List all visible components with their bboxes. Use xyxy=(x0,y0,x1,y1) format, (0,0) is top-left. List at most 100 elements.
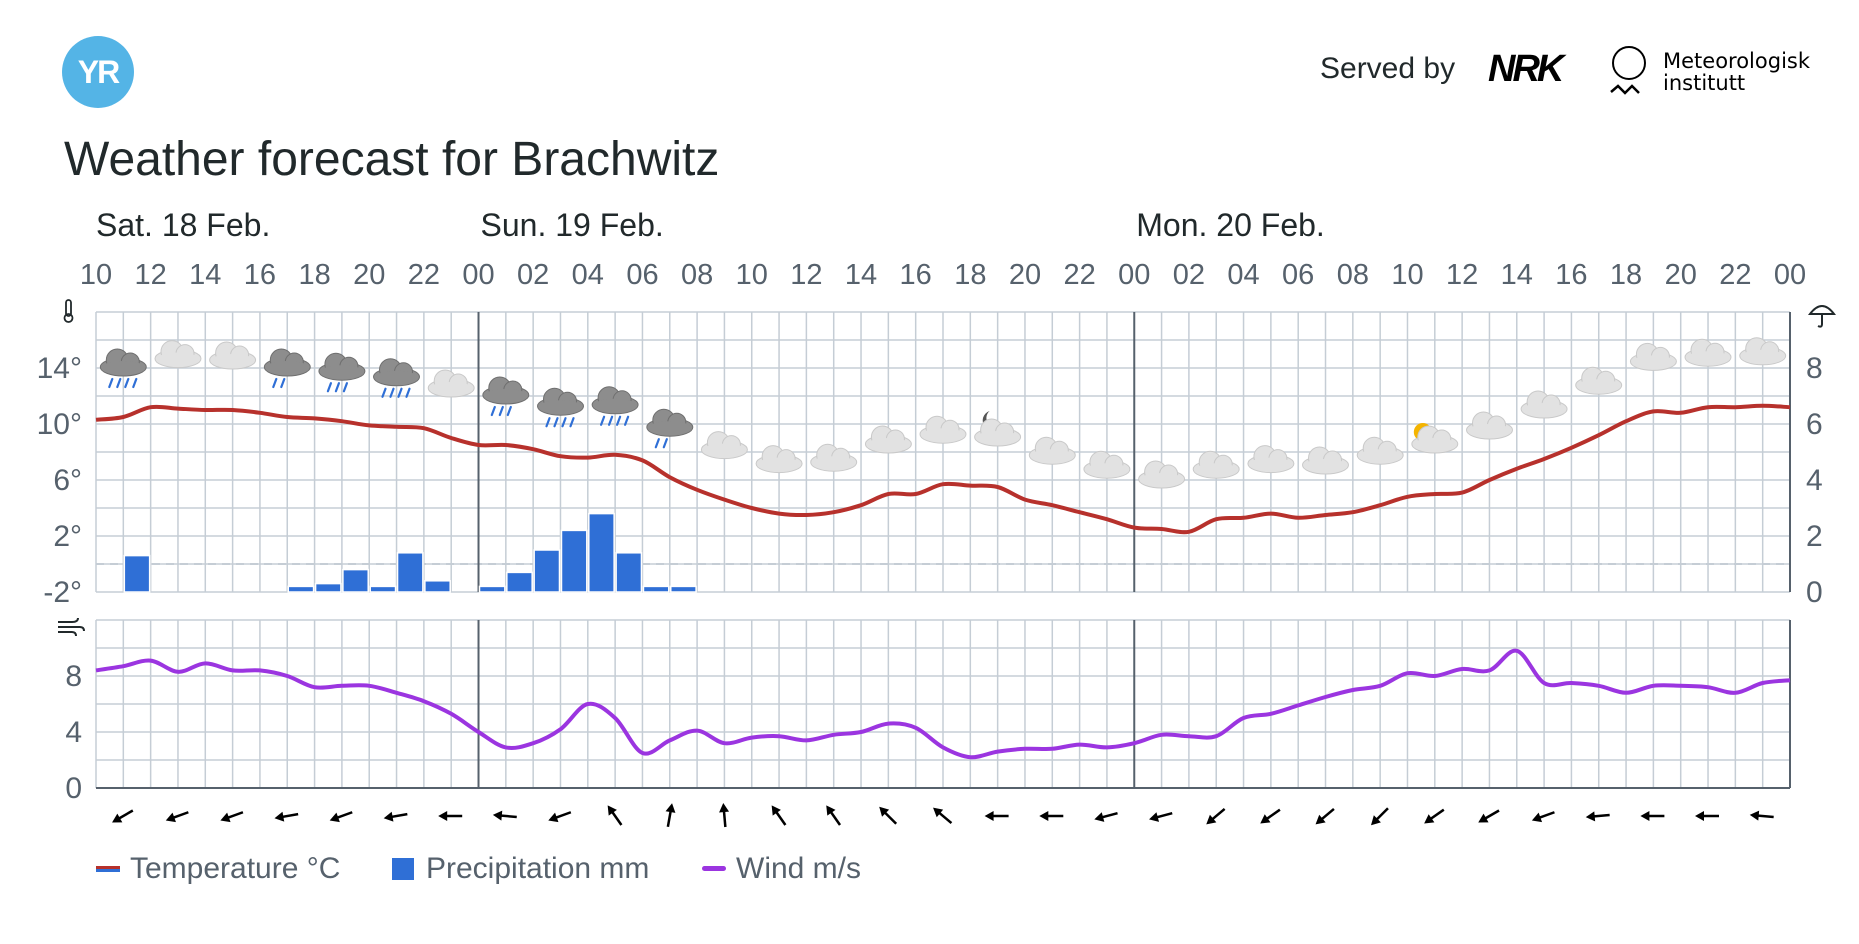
precipitation-bar xyxy=(396,552,424,593)
wind-direction-arrow xyxy=(1640,811,1665,821)
cloud-fill xyxy=(156,352,200,367)
precipitation-bar xyxy=(642,585,670,593)
legend-wind-label: Wind m/s xyxy=(736,852,862,885)
arrow-head xyxy=(438,811,448,821)
hour-tick-label: 16 xyxy=(900,259,932,291)
arrow-head xyxy=(1371,815,1381,826)
hour-tick-label: 18 xyxy=(298,259,330,291)
wind-direction-arrow xyxy=(1424,808,1445,824)
cloud-icon xyxy=(427,369,475,398)
hour-tick-label: 16 xyxy=(244,259,276,291)
light-rain-icon xyxy=(646,408,694,449)
rain-icon xyxy=(482,376,530,417)
hour-tick-label: 20 xyxy=(353,259,385,291)
precipitation-bar xyxy=(588,512,615,593)
hour-tick-label: 04 xyxy=(572,259,604,291)
cloud-fill xyxy=(921,428,965,443)
wind-direction-arrow xyxy=(492,810,517,821)
wind-direction-arrow xyxy=(1695,811,1719,821)
cloud-icon xyxy=(1138,460,1186,489)
precipitation-tick-label: 2 xyxy=(1806,520,1823,553)
yr-logo[interactable]: YR xyxy=(62,36,134,108)
cloud-icon xyxy=(755,445,803,474)
day-label: Mon. 20 Feb. xyxy=(1136,207,1325,243)
arrow-head xyxy=(1424,814,1435,824)
wind-direction-arrow xyxy=(826,805,842,826)
cloud-fill xyxy=(1084,463,1129,478)
rain-drop xyxy=(272,377,278,389)
arrow-head xyxy=(1206,814,1217,825)
cloud-fill xyxy=(811,456,856,471)
cloud-icon xyxy=(700,431,748,460)
cloud-fill xyxy=(1631,355,1676,370)
met-institute-circle-icon xyxy=(1612,46,1646,80)
temperature-tick-label: 6° xyxy=(53,464,82,497)
cloud-fill xyxy=(429,382,474,396)
wind-direction-arrow xyxy=(1260,808,1281,824)
cloud-fill xyxy=(1740,349,1785,364)
temperature-tick-label: 10° xyxy=(37,408,82,441)
arrow-head xyxy=(984,811,994,821)
rain-drop xyxy=(506,405,512,417)
hour-tick-label: 14 xyxy=(845,259,877,291)
met-institute-logo-text[interactable]: Meteorologisk institutt xyxy=(1663,50,1810,94)
cloud-icon xyxy=(209,341,257,370)
hour-tick-label: 10 xyxy=(736,259,768,291)
rain-drop xyxy=(607,415,614,426)
arrow-head xyxy=(879,806,890,817)
precipitation-bar xyxy=(670,585,697,593)
arrow-head xyxy=(933,807,944,818)
thermometer-bulb xyxy=(63,313,74,323)
cloud-fill xyxy=(1686,351,1730,366)
arrow-head xyxy=(112,813,123,823)
wind-direction-arrow xyxy=(1149,811,1173,822)
wind-direction-arrow xyxy=(329,811,353,823)
cloud-fill xyxy=(1412,438,1457,452)
cloud-fill xyxy=(866,438,911,452)
wind-direction-arrow xyxy=(719,803,730,828)
arrow-head xyxy=(1039,811,1049,821)
wind-icon xyxy=(58,617,85,637)
precipitation-bar xyxy=(560,529,588,593)
arrow-head xyxy=(1315,814,1326,825)
hour-tick-label: 14 xyxy=(189,259,221,291)
cloud-fill xyxy=(265,361,310,375)
precipitation-tick-label: 6 xyxy=(1806,408,1823,441)
precipitation-bar xyxy=(314,582,342,593)
arrow-head xyxy=(1695,811,1704,821)
precipitation-bar xyxy=(478,585,506,593)
hour-tick-label: 08 xyxy=(1337,259,1369,291)
rain-drop xyxy=(553,417,559,428)
heavy-rain-icon xyxy=(99,348,147,389)
nrk-logo[interactable]: NRK xyxy=(1488,48,1564,90)
cloud-icon xyxy=(1466,411,1513,440)
cloud-fill xyxy=(538,400,583,415)
hour-tick-label: 22 xyxy=(1719,259,1751,291)
wind-direction-arrow xyxy=(1315,807,1335,825)
cloud-fill xyxy=(210,354,255,368)
hour-tick-label: 10 xyxy=(1391,259,1423,291)
precipitation-bar xyxy=(342,568,369,593)
arrow-head xyxy=(1478,813,1489,823)
precipitation-bar xyxy=(123,554,151,593)
cloud-fill xyxy=(647,421,692,436)
cloud-fill xyxy=(1522,403,1567,417)
temperature-line xyxy=(95,403,1791,535)
wind-line xyxy=(95,648,1791,760)
arrow-head xyxy=(719,803,730,813)
cloud-icon xyxy=(1192,450,1240,479)
rain-drop xyxy=(326,382,332,393)
wind-direction-arrow xyxy=(165,811,189,823)
wind-direction-arrow xyxy=(879,806,898,825)
hour-tick-label: 18 xyxy=(1610,259,1642,291)
met-line-1: Meteorologisk xyxy=(1663,49,1811,73)
day-label: Sat. 18 Feb. xyxy=(96,207,270,243)
cloud-icon xyxy=(1684,338,1732,367)
hour-tick-label: 06 xyxy=(1282,259,1314,291)
arrow-head xyxy=(1531,812,1543,823)
cloud-fill xyxy=(593,398,638,413)
wind-tick-label: 8 xyxy=(65,660,82,693)
wind-tick-label: 4 xyxy=(65,716,82,749)
hour-tick-label: 20 xyxy=(1009,259,1041,291)
rain-drop xyxy=(116,377,122,389)
